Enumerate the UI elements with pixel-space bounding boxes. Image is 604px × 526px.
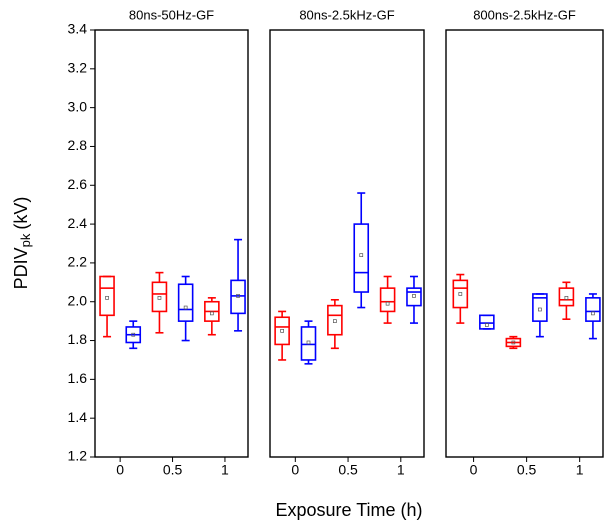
- mean-marker: [157, 295, 162, 300]
- y-label-sub: pk: [18, 233, 33, 247]
- box: [379, 287, 396, 313]
- x-tick-label: 1: [397, 462, 405, 478]
- mean-marker: [484, 323, 489, 327]
- box: [532, 293, 548, 322]
- y-tick-label: 1.4: [68, 409, 88, 425]
- box: [406, 287, 422, 307]
- mean-marker: [591, 311, 595, 316]
- mean-marker: [333, 319, 337, 323]
- x-axis-label: Exposure Time (h): [275, 500, 422, 520]
- box: [274, 316, 290, 346]
- y-tick-label: 1.8: [68, 331, 88, 347]
- mean-marker: [538, 307, 542, 312]
- mean-marker: [209, 311, 214, 316]
- box: [327, 304, 343, 336]
- x-tick-label: 1: [221, 462, 229, 478]
- mean-marker: [359, 253, 364, 257]
- x-tick-label: 0: [291, 462, 299, 478]
- x-tick-label: 0.5: [517, 462, 537, 478]
- box: [479, 314, 495, 330]
- y-tick-label: 2.0: [68, 292, 88, 308]
- mean-marker: [306, 340, 311, 345]
- box: [558, 287, 575, 307]
- x-tick-label: 0: [116, 462, 124, 478]
- box: [177, 283, 194, 322]
- box: [151, 281, 168, 313]
- panel-title: 80ns-2.5kHz-GF: [299, 7, 394, 22]
- y-tick-label: 2.6: [68, 176, 88, 192]
- panel-frame: [94, 29, 249, 458]
- box: [99, 275, 115, 317]
- y-tick-label: 2.2: [68, 254, 88, 270]
- panel-title: 80ns-50Hz-GF: [129, 7, 214, 22]
- y-label-main: PDIV: [11, 247, 31, 289]
- y-tick-label: 2.4: [68, 215, 88, 231]
- box: [585, 297, 601, 322]
- mean-marker: [183, 305, 188, 310]
- mean-marker: [412, 294, 416, 298]
- mean-marker: [105, 295, 109, 300]
- box: [452, 279, 469, 309]
- y-axis-label: PDIVpk (kV): [11, 197, 34, 290]
- mean-marker: [385, 301, 390, 306]
- box: [230, 279, 246, 315]
- box: [300, 326, 317, 361]
- panel-frame: [445, 29, 604, 458]
- mean-marker: [280, 328, 284, 333]
- mean-marker: [458, 292, 463, 296]
- x-tick-label: 1: [576, 462, 584, 478]
- box: [353, 223, 370, 293]
- mean-marker: [236, 294, 240, 298]
- mean-marker: [131, 332, 136, 337]
- panel-title: 800ns-2.5kHz-GF: [473, 7, 576, 22]
- y-tick-label: 3.2: [68, 60, 88, 76]
- y-tick-label: 3.4: [68, 21, 88, 37]
- panel-frame: [269, 29, 425, 458]
- mean-marker: [564, 295, 569, 300]
- y-tick-label: 1.2: [68, 448, 88, 464]
- mean-marker: [511, 340, 516, 345]
- x-tick-label: 0.5: [338, 462, 358, 478]
- y-tick-label: 1.6: [68, 370, 88, 386]
- y-tick-label: 3.0: [68, 98, 88, 114]
- y-label-unit: (kV): [11, 197, 31, 230]
- x-tick-label: 0.5: [163, 462, 183, 478]
- y-tick-label: 2.8: [68, 137, 88, 153]
- x-tick-label: 0: [470, 462, 478, 478]
